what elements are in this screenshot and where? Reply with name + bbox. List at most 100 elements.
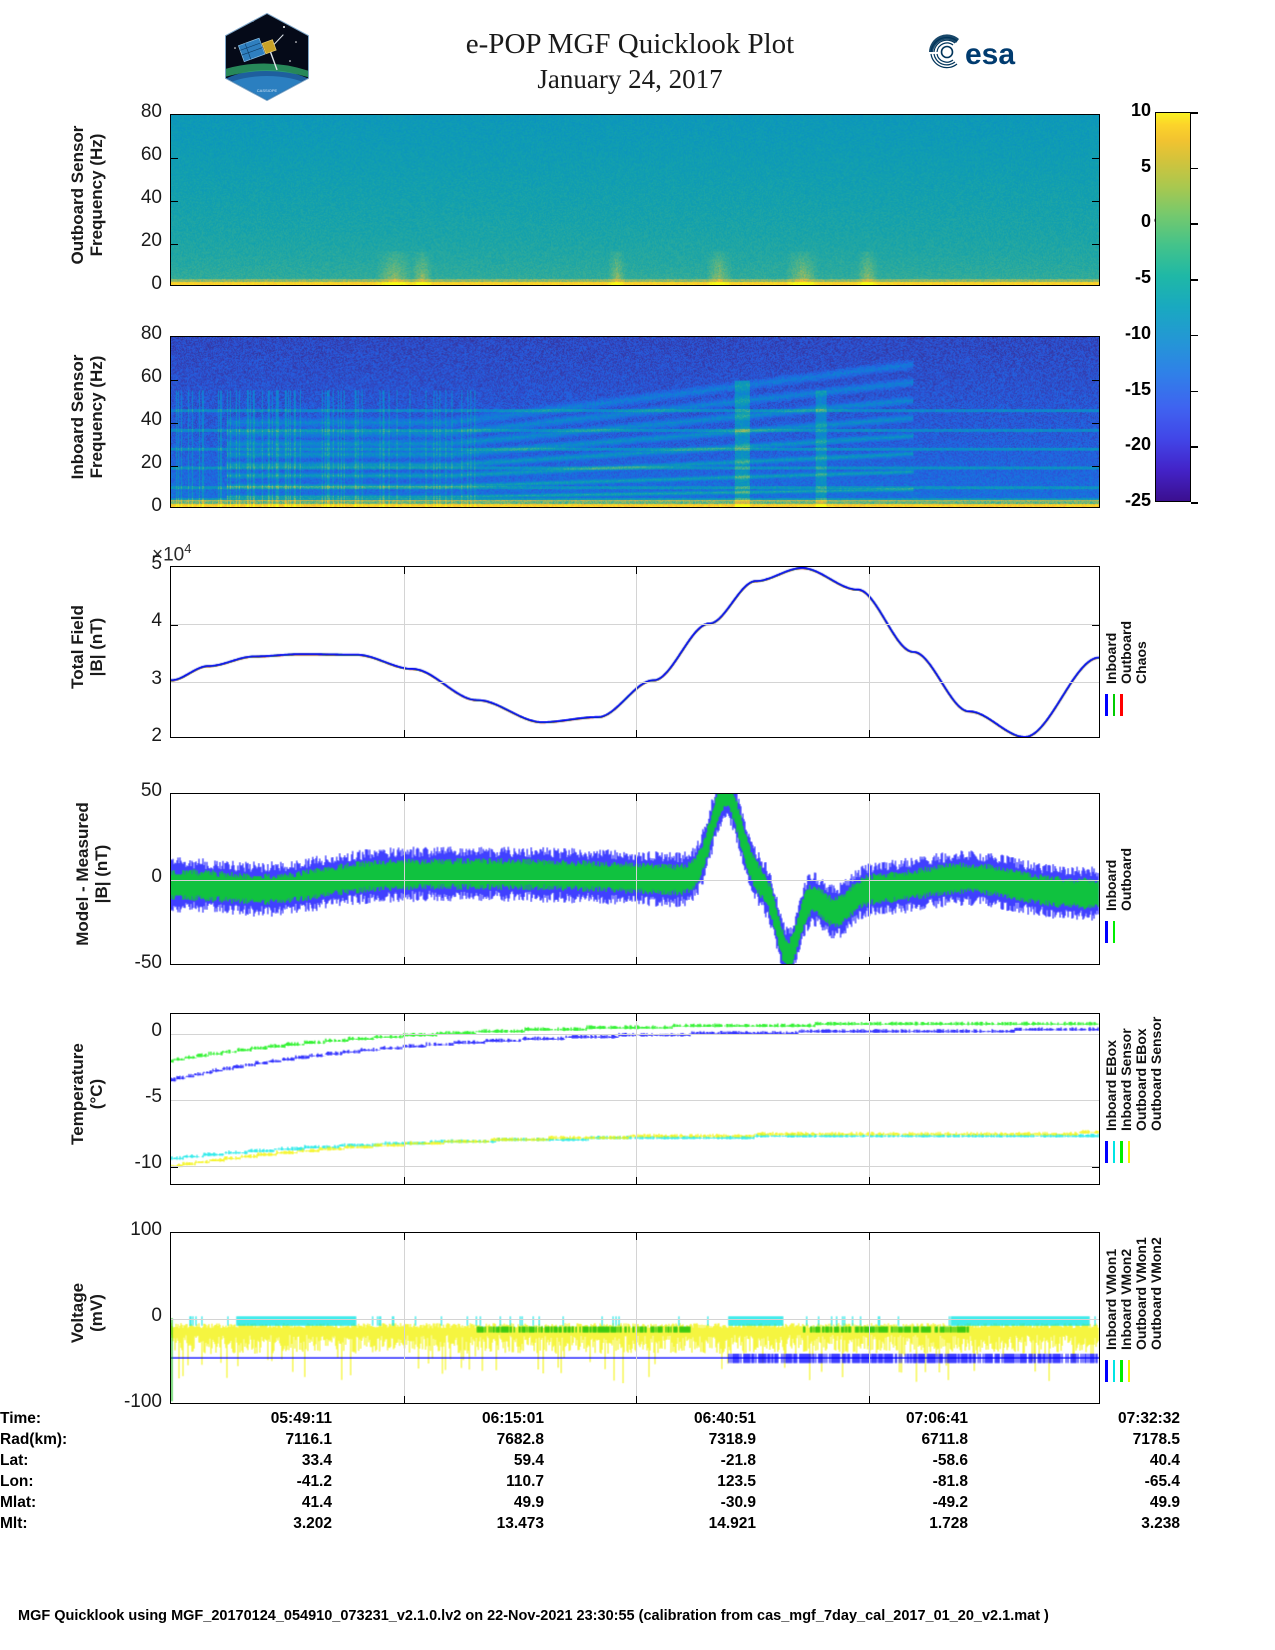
gridline: [403, 1233, 405, 1403]
total-field-axis-exponent: ×104: [152, 541, 191, 566]
table-cell: -30.9: [720, 1493, 756, 1511]
ytick-label: 5: [151, 553, 162, 574]
ytick-mark: [171, 244, 178, 246]
ytick-mark: [1092, 466, 1099, 468]
panel-inboard-spectrogram: [170, 336, 1100, 508]
ytick-mark: [1092, 423, 1099, 425]
esa-wordmark: esa: [965, 38, 1015, 71]
ytick-label: 0: [151, 866, 162, 887]
xtick-mark: [403, 1177, 405, 1184]
legend-swatch: [1105, 1141, 1108, 1163]
page-title: e-POP MGF Quicklook Plot January 24, 201…: [330, 26, 930, 96]
ytick-label: 2: [151, 725, 162, 746]
ylabel-total-field: Total Field |B| (nT): [68, 557, 106, 737]
ytick-label: 60: [140, 144, 162, 165]
table-cell: 59.4: [513, 1451, 544, 1469]
ytick-label: 40: [140, 187, 162, 208]
ytick-label: 20: [140, 452, 162, 473]
ytick-mark: [1092, 380, 1099, 382]
colorbar-tick-mark: [1191, 390, 1198, 393]
ytick-mark: [171, 423, 178, 425]
xtick-mark: [403, 1233, 405, 1240]
xtick-mark: [636, 730, 638, 737]
gridline: [403, 1014, 405, 1184]
ytick-mark: [1092, 201, 1099, 203]
gridline: [171, 624, 1099, 626]
legend-swatch: [1112, 1360, 1115, 1382]
ytick-label: 100: [130, 1219, 162, 1240]
ytick-label: 20: [140, 230, 162, 251]
gridline: [868, 567, 870, 737]
inboard-spectrogram-image: [171, 337, 1099, 507]
legend-label: Inboard: [1103, 859, 1119, 911]
panel-temperature: [170, 1013, 1100, 1185]
legend-swatch: [1112, 694, 1115, 716]
legend-swatch: [1120, 694, 1123, 716]
table-cell: -49.2: [932, 1493, 968, 1511]
table-cell: -41.2: [296, 1472, 332, 1490]
gridline: [636, 1014, 637, 1184]
colorbar-tick-mark: [1191, 279, 1198, 281]
outboard-spectrogram-image: [171, 115, 1099, 285]
table-cell: -81.8: [932, 1472, 968, 1490]
xtick-mark: [868, 567, 870, 574]
legend-label: Outboard: [1118, 621, 1134, 684]
exponent-base: ×10: [152, 544, 185, 566]
gridline: [171, 1319, 1099, 1320]
ytick-mark: [171, 380, 178, 382]
gridline: [171, 1100, 1099, 1101]
xtick-mark: [868, 794, 870, 801]
colorbar-tick-label: 10: [1130, 100, 1151, 120]
table-row: Rad(km): 7116.1 7682.8 7318.9 6711.8 7178.5: [0, 1429, 1180, 1450]
xtick-mark: [868, 1177, 870, 1184]
table-cell: 07:32:32: [1117, 1409, 1180, 1427]
table-cell: 6711.8: [921, 1430, 968, 1448]
esa-logo: esa: [925, 30, 1043, 74]
gridline: [171, 1166, 1099, 1168]
legend-label: Inboard Sensor: [1118, 1028, 1134, 1131]
legend-color-swatches: [1105, 1141, 1130, 1163]
legend-total-field: Inboard Outboard Chaos: [1103, 566, 1164, 738]
table-row-label: Mlat:: [0, 1493, 37, 1511]
legend-label: Outboard VMon2: [1148, 1237, 1164, 1350]
xtick-mark: [403, 567, 405, 574]
gridline: [171, 1033, 1099, 1035]
xtick-mark: [636, 957, 638, 964]
xtick-mark: [868, 1396, 870, 1403]
gridline: [171, 681, 1099, 683]
ephemeris-data-table: Time: 05:49:11 06:15:01 06:40:51 07:06:41 07:…: [0, 1408, 1180, 1534]
panel-model-minus-measured: [170, 793, 1100, 965]
table-cell: 49.9: [1149, 1493, 1180, 1511]
colorbar-tick-mark: [1191, 112, 1198, 114]
table-row-label: Rad(km):: [0, 1430, 68, 1448]
gridline: [636, 1233, 637, 1403]
legend-swatch: [1120, 1360, 1123, 1382]
ytick-label: -10: [134, 1152, 162, 1174]
ytick-label: 4: [151, 610, 162, 632]
model-minus-measured-traces: [171, 794, 1099, 964]
legend-color-swatches: [1105, 921, 1115, 943]
plotbox-inboard-spectrogram: [170, 336, 1100, 508]
table-cell: 1.728: [929, 1514, 968, 1532]
table-cell: 110.7: [506, 1472, 544, 1490]
voltage-traces: [171, 1233, 1099, 1403]
xtick-mark: [403, 794, 405, 801]
colorbar-tick-label: -15: [1124, 378, 1151, 399]
ytick-mark: [171, 201, 178, 203]
table-cell: 33.4: [301, 1451, 332, 1469]
legend-swatch: [1120, 1141, 1123, 1163]
colorbar-tick-mark: [1191, 502, 1198, 504]
cassiope-epop-mission-patch-logo: CASSIOPE: [222, 12, 312, 102]
footer-caption: MGF Quicklook using MGF_20170124_054910_…: [18, 1608, 1049, 1624]
xtick-mark: [868, 957, 870, 964]
ytick-label: -100: [123, 1391, 162, 1412]
legend-label: Chaos: [1133, 641, 1149, 684]
table-cell: 40.4: [1149, 1451, 1180, 1469]
table-cell: 7318.9: [708, 1430, 756, 1448]
gridline: [636, 794, 637, 964]
title-main: e-POP MGF Quicklook Plot: [465, 28, 795, 60]
table-cell: 3.202: [293, 1514, 332, 1532]
table-row-label: Time:: [0, 1409, 42, 1427]
table-cell: 7116.1: [285, 1430, 332, 1448]
plotbox-total-field: [170, 566, 1100, 738]
